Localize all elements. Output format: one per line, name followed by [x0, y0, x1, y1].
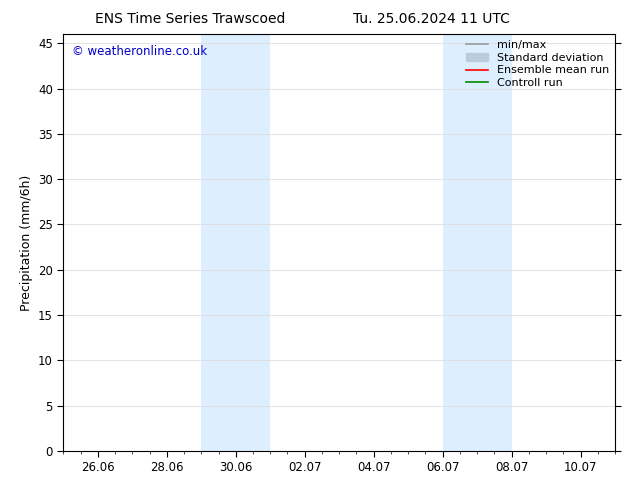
Y-axis label: Precipitation (mm/6h): Precipitation (mm/6h): [20, 174, 32, 311]
Bar: [202, 34, 270, 451]
Text: © weatheronline.co.uk: © weatheronline.co.uk: [72, 45, 207, 58]
Text: ENS Time Series Trawscoed: ENS Time Series Trawscoed: [95, 12, 285, 26]
Legend: min/max, Standard deviation, Ensemble mean run, Controll run: min/max, Standard deviation, Ensemble me…: [464, 38, 612, 91]
Bar: [443, 34, 512, 451]
Text: Tu. 25.06.2024 11 UTC: Tu. 25.06.2024 11 UTC: [353, 12, 510, 26]
